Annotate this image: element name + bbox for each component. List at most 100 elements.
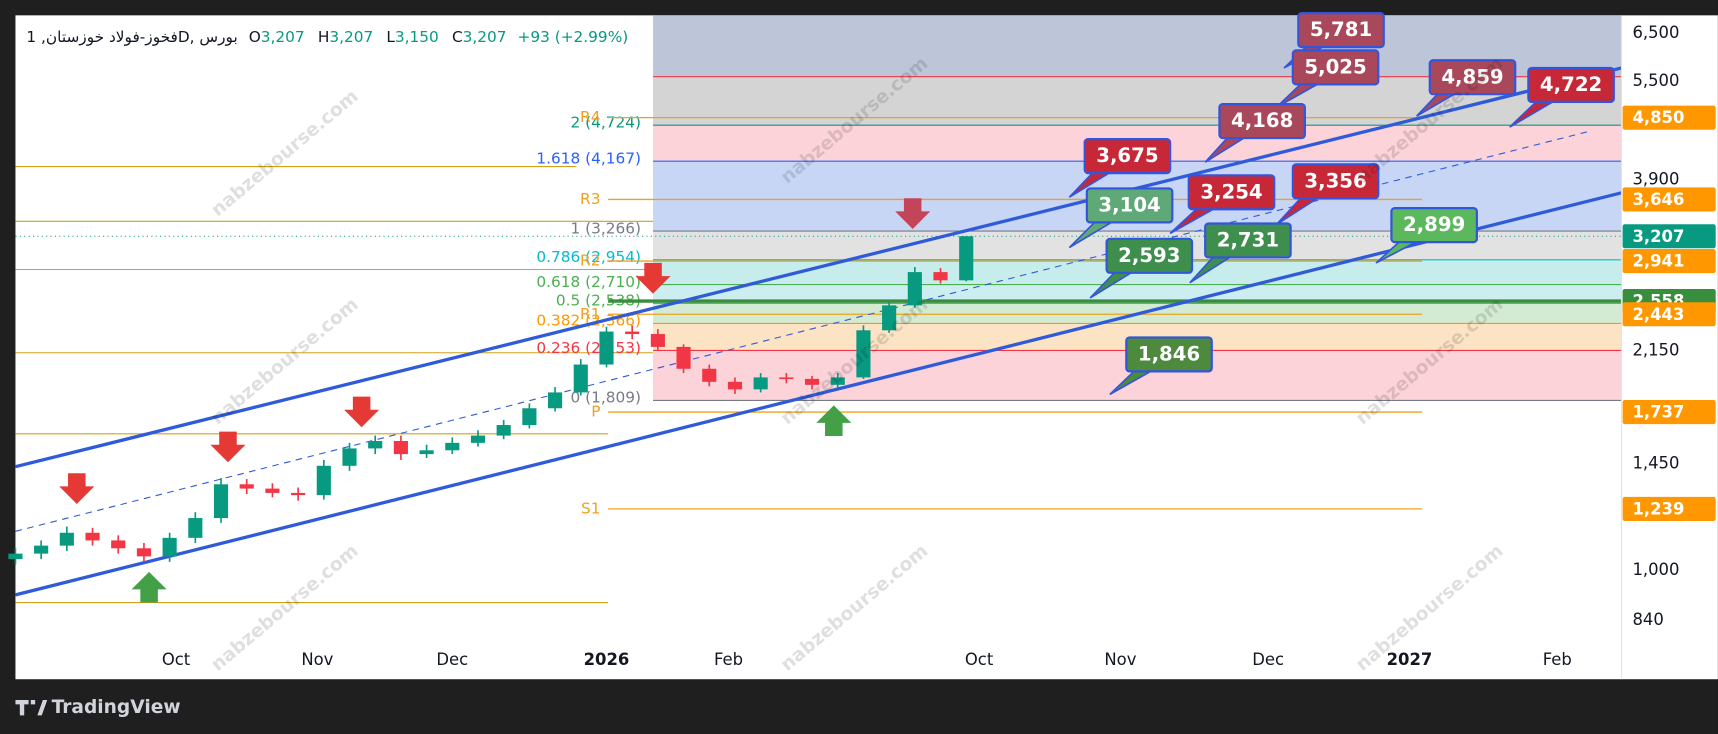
- candle-body: [291, 492, 306, 496]
- fib-label: 0.618 (2,710): [536, 273, 641, 291]
- pivot-label: R2: [580, 252, 600, 270]
- candle-body: [882, 305, 897, 331]
- candle-body: [933, 272, 948, 281]
- candle-body: [676, 346, 691, 369]
- candle-body: [265, 488, 280, 493]
- change: +93 (+2.99%): [518, 28, 629, 46]
- candle-body: [804, 378, 820, 385]
- candle-body: [188, 518, 203, 538]
- candle-body: [779, 377, 794, 380]
- ohlc-key: C: [452, 28, 463, 46]
- x-tick-label: Feb: [714, 650, 743, 669]
- price-tag: [1622, 249, 1716, 274]
- candle-body: [393, 441, 408, 455]
- sell-arrow: [210, 431, 246, 463]
- candle-body: [470, 435, 486, 443]
- y-tick-label: 1,450: [1632, 453, 1679, 472]
- fib-label: 1.618 (4,167): [536, 149, 641, 167]
- axes: 4,8503,6463,2072,9412,5582,4431,7371,239…: [162, 23, 1716, 669]
- callout-label: 2,731: [1217, 229, 1279, 252]
- ohlc-key: L: [386, 28, 395, 46]
- x-tick-label: Dec: [1252, 650, 1284, 669]
- pivot-label: R4: [580, 108, 600, 126]
- pivot-label: P: [591, 403, 600, 421]
- price-tag: [1622, 302, 1716, 327]
- callout-box: [1085, 187, 1174, 224]
- sell-arrow: [635, 262, 671, 294]
- buy-arrow: [131, 571, 167, 603]
- y-tick-label: 5,500: [1632, 71, 1679, 90]
- x-tick-label: Oct: [162, 650, 191, 669]
- candle-body: [162, 537, 177, 557]
- price-tag-label: 4,850: [1632, 108, 1684, 127]
- candle-body: [830, 377, 845, 385]
- candle-body: [59, 532, 74, 546]
- candle-body: [599, 331, 614, 365]
- callout-box: [1291, 49, 1380, 86]
- callouts: 5,781 5,025 4,859 4,722 4,168 3,675 3,104 3,254…: [1068, 12, 1615, 396]
- candle-body: [316, 465, 331, 496]
- y-tick-label: 2,150: [1632, 340, 1679, 359]
- candle-body: [239, 484, 254, 489]
- callout-label: 1,846: [1138, 342, 1200, 365]
- fib-label: 0.5 (2,538): [556, 292, 641, 310]
- x-tick-label: Oct: [965, 650, 994, 669]
- x-tick-label: Nov: [301, 650, 333, 669]
- candle-body: [8, 553, 23, 560]
- candle-body: [445, 442, 460, 451]
- header: فخوز-فولاد خوزستان, 1D, بورس O3,207 H3,207…: [26, 28, 628, 46]
- y-tick-label: 840: [1632, 610, 1663, 629]
- callout-label: 4,722: [1540, 73, 1602, 96]
- ohlc-value: 3,207: [261, 28, 305, 46]
- callout-label: 3,254: [1200, 180, 1262, 203]
- candle-body: [727, 381, 743, 390]
- callout-label: 3,104: [1098, 193, 1160, 216]
- callout-label: 4,859: [1441, 65, 1503, 88]
- candle-body: [419, 450, 434, 455]
- levels: 2 (4,724)1.618 (4,167)1 (3,266)0.786 (2,…: [15, 76, 1622, 604]
- candle-body: [702, 368, 717, 382]
- callout-box: [1527, 66, 1615, 103]
- candle-body: [213, 484, 229, 519]
- callout-box: [1083, 138, 1172, 175]
- candle-body: [496, 425, 511, 436]
- ohlc-key: H: [318, 28, 330, 46]
- callout-label: 2,593: [1118, 244, 1180, 267]
- y-tick-label: 6,500: [1632, 23, 1679, 42]
- callout-label: 3,356: [1304, 169, 1366, 192]
- candle-body: [959, 236, 974, 281]
- y-tick-label: 1,000: [1632, 560, 1679, 579]
- price-tag-label: 2,941: [1632, 252, 1684, 271]
- callout-label: 5,025: [1304, 55, 1366, 78]
- ohlc-value: 3,207: [463, 28, 507, 46]
- buy-arrow: [816, 405, 852, 437]
- fib-label: 1 (3,266): [571, 219, 641, 237]
- logo: TradingView: [15, 697, 181, 718]
- candle-body: [856, 330, 871, 378]
- candle-body: [907, 272, 922, 306]
- candle-body: [368, 441, 383, 449]
- candle-body: [753, 377, 768, 390]
- price-tag-label: 1,737: [1632, 403, 1684, 422]
- ohlc-value: 3,207: [329, 28, 373, 46]
- callout-box: [1428, 59, 1517, 96]
- callout-label: 4,168: [1231, 109, 1293, 132]
- callout-box: [1187, 174, 1276, 211]
- candle-body: [548, 392, 563, 409]
- pivot-label: S1: [581, 499, 600, 517]
- sell-arrow: [59, 473, 95, 504]
- brand: TradingView: [52, 697, 181, 718]
- logo-mark: [15, 700, 48, 716]
- callout-label: 3,675: [1096, 144, 1158, 167]
- price-tag: [1622, 224, 1716, 249]
- x-tick-label: 2026: [584, 650, 630, 669]
- x-tick-label: Dec: [436, 650, 468, 669]
- price-tag: [1622, 399, 1716, 425]
- pivot-label: R1: [580, 305, 600, 323]
- callout-box: [1204, 222, 1292, 259]
- candles: [8, 236, 974, 565]
- channel-upper: [15, 66, 1622, 469]
- x-tick-label: Nov: [1104, 650, 1136, 669]
